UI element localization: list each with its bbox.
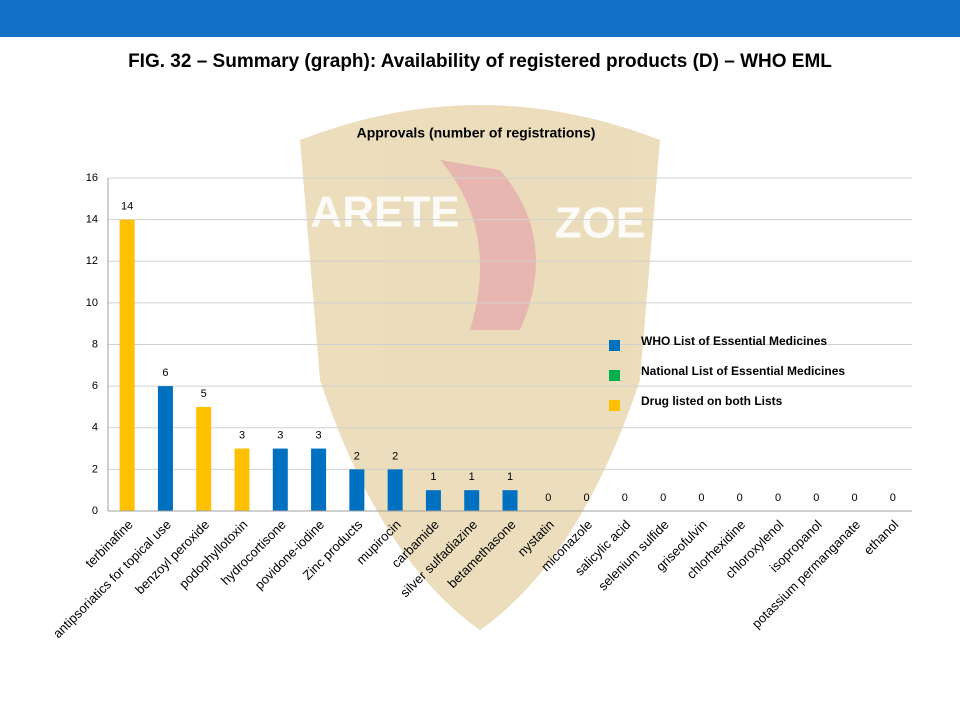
value-label: 1: [469, 471, 475, 483]
value-label: 0: [584, 492, 590, 504]
x-tick-label: ethanol: [861, 517, 902, 558]
bar: [119, 219, 135, 511]
value-label: 1: [430, 471, 436, 483]
value-label: 0: [622, 492, 628, 504]
bar: [157, 386, 173, 511]
value-label: 0: [813, 492, 819, 504]
y-tick-label: 12: [86, 255, 98, 267]
bar: [425, 490, 441, 511]
x-tick-label: podophyllotoxin: [176, 517, 251, 592]
legend-swatch: [609, 340, 620, 351]
value-label: 2: [392, 450, 398, 462]
y-tick-label: 6: [92, 380, 98, 392]
legend-label: WHO List of Essential Medicines: [641, 334, 827, 348]
value-label: 6: [162, 367, 168, 379]
slide-heading: FIG. 32 – Summary (graph): Availability …: [128, 51, 832, 72]
y-tick-label: 16: [86, 172, 98, 184]
legend-swatch: [609, 370, 620, 381]
value-label: 0: [737, 492, 743, 504]
bar: [349, 469, 365, 511]
value-label: 3: [316, 429, 322, 441]
bar: [387, 469, 403, 511]
bar: [464, 490, 480, 511]
chart-title: Approvals (number of registrations): [357, 125, 596, 141]
legend-swatch: [609, 400, 620, 411]
y-tick-label: 10: [86, 297, 98, 309]
value-label: 0: [852, 492, 858, 504]
y-tick-label: 0: [92, 505, 98, 517]
bar: [196, 406, 212, 511]
value-label: 14: [121, 201, 133, 213]
watermark-text: ARETE: [310, 188, 459, 237]
bar: [502, 490, 518, 511]
y-tick-label: 8: [92, 338, 98, 350]
legend-label: Drug listed on both Lists: [641, 394, 783, 408]
value-label: 3: [239, 429, 245, 441]
y-tick-label: 4: [92, 422, 98, 434]
y-tick-label: 2: [92, 463, 98, 475]
value-label: 2: [354, 450, 360, 462]
y-tick-label: 14: [86, 214, 98, 226]
legend-label: National List of Essential Medicines: [641, 364, 845, 378]
value-label: 3: [277, 429, 283, 441]
bar: [311, 448, 327, 511]
value-label: 0: [545, 492, 551, 504]
value-label: 0: [660, 492, 666, 504]
top-bar: [0, 0, 960, 37]
value-label: 0: [698, 492, 704, 504]
bar: [234, 448, 250, 511]
value-label: 0: [775, 492, 781, 504]
value-label: 0: [890, 492, 896, 504]
bar: [272, 448, 288, 511]
watermark-flame: [440, 160, 536, 330]
value-label: 1: [507, 471, 513, 483]
watermark-text: ZOE: [555, 199, 645, 248]
value-label: 5: [201, 388, 207, 400]
